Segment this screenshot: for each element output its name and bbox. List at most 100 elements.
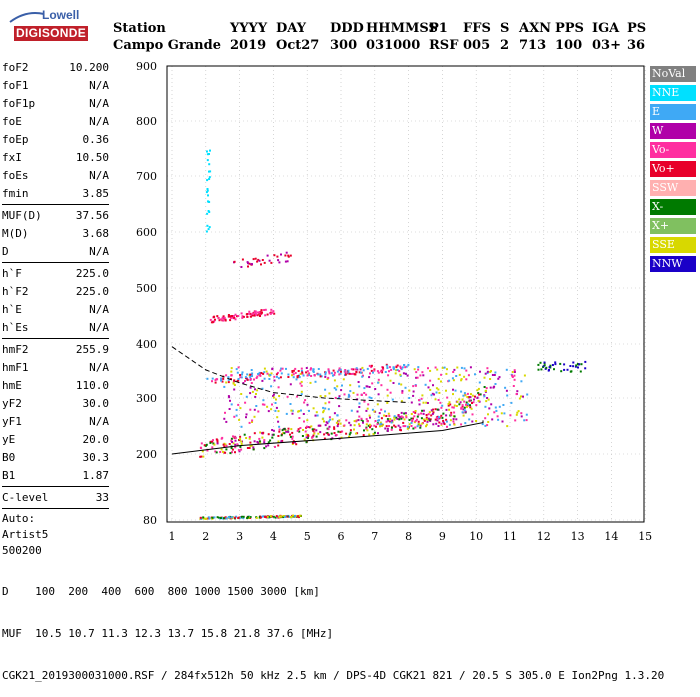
- echo-point: [376, 403, 379, 406]
- echo-point: [207, 194, 209, 197]
- echo-point: [399, 426, 402, 429]
- profile-curve: [171, 420, 484, 455]
- param-value: 3.85: [82, 187, 110, 200]
- echo-point: [244, 380, 246, 382]
- echo-point: [271, 429, 274, 431]
- footer-info: D 100 200 400 600 800 1000 1500 3000 [km…: [2, 557, 664, 697]
- echo-point: [437, 388, 440, 391]
- echo-point: [427, 367, 429, 370]
- echo-point: [380, 384, 383, 387]
- echo-point: [249, 376, 252, 379]
- echo-point: [250, 369, 253, 371]
- echo-point: [260, 263, 262, 266]
- echo-point: [458, 403, 461, 406]
- echo-point: [246, 315, 249, 318]
- echo-point: [417, 420, 420, 423]
- footer-distance-values: 100 200 400 600 800 1000 1500 3000 [km]: [35, 585, 320, 598]
- echo-point: [398, 418, 401, 421]
- echo-point: [291, 371, 294, 374]
- echo-point: [463, 375, 466, 378]
- header-value-iga: 03+: [592, 38, 621, 53]
- echo-point: [339, 372, 342, 375]
- echo-point: [497, 377, 500, 380]
- echo-point: [287, 376, 290, 378]
- echo-point: [271, 436, 274, 439]
- echo-point: [342, 378, 345, 381]
- param-row: MUF(D) 37.56: [2, 207, 109, 225]
- echo-point: [461, 405, 464, 408]
- echo-point: [313, 432, 316, 435]
- echo-point: [222, 315, 225, 318]
- param-value: N/A: [89, 303, 109, 316]
- echo-point: [453, 411, 456, 414]
- echo-point: [338, 419, 341, 422]
- echo-point: [400, 383, 403, 386]
- echo-point: [575, 364, 578, 367]
- echo-point: [563, 363, 566, 366]
- echo-point: [452, 406, 455, 409]
- echo-point: [452, 393, 454, 396]
- x-tick-label: 9: [439, 530, 446, 543]
- echo-point: [448, 423, 451, 426]
- echo-point: [249, 378, 252, 380]
- echo-point: [235, 408, 238, 411]
- echo-point: [239, 438, 242, 441]
- echo-point: [245, 395, 248, 398]
- param-value: 10.50: [75, 151, 109, 164]
- echo-point: [242, 515, 245, 518]
- echo-point: [358, 406, 361, 408]
- echo-point: [511, 376, 514, 378]
- echo-point: [256, 260, 259, 263]
- echo-point: [286, 395, 289, 398]
- echo-point: [469, 396, 472, 399]
- echo-point: [248, 447, 251, 449]
- echo-point: [215, 451, 218, 454]
- echo-point: [268, 259, 271, 262]
- polarization-legend: NoVal NNE E W Vo- Vo+ SSW X- X+ SSE NNW: [650, 66, 696, 275]
- echo-point: [347, 369, 350, 372]
- echo-point: [459, 401, 462, 404]
- echo-point: [451, 377, 454, 380]
- echo-point: [265, 370, 268, 373]
- echo-point: [380, 370, 383, 373]
- echo-point: [239, 435, 242, 438]
- echo-point: [327, 433, 330, 436]
- echo-point: [360, 418, 363, 421]
- echo-point: [369, 426, 371, 429]
- echo-point: [441, 416, 444, 419]
- param-key: fxI: [2, 151, 22, 164]
- echo-point: [277, 435, 280, 437]
- echo-point: [400, 400, 403, 403]
- echo-point: [431, 412, 434, 415]
- echo-point: [478, 393, 481, 396]
- echo-point: [242, 315, 245, 318]
- echo-point: [425, 425, 427, 428]
- echo-point: [248, 436, 251, 438]
- echo-point: [401, 390, 404, 393]
- param-row: h`Es N/A: [2, 319, 109, 337]
- echo-point: [324, 371, 327, 374]
- echo-point: [280, 440, 283, 443]
- echo-point: [452, 388, 454, 391]
- echo-point: [303, 401, 306, 404]
- echo-point: [263, 447, 266, 450]
- plot-frame: [166, 65, 645, 523]
- echo-point: [316, 414, 319, 417]
- echo-point: [303, 420, 305, 423]
- echo-point: [437, 425, 440, 427]
- param-value: N/A: [89, 415, 109, 428]
- echo-point: [436, 408, 439, 411]
- echo-point: [509, 414, 512, 417]
- echo-point: [289, 403, 292, 405]
- echo-point: [291, 370, 294, 372]
- echo-point: [415, 371, 418, 374]
- echo-point: [370, 366, 373, 369]
- echo-point: [256, 314, 259, 317]
- echo-point: [253, 408, 256, 411]
- echo-point: [355, 367, 358, 370]
- echo-point: [335, 434, 338, 436]
- dashed-curve: [171, 346, 409, 403]
- echo-point: [265, 445, 268, 448]
- echo-point: [547, 369, 550, 372]
- echo-point: [337, 423, 340, 426]
